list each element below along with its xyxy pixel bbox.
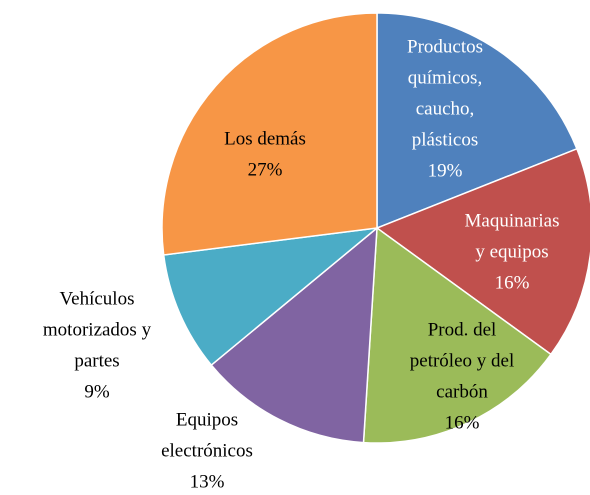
slice-label: motorizados y (43, 319, 152, 340)
pie-slice (375, 147, 590, 356)
slice-label: Productos (407, 36, 483, 57)
slice-value-label: 13% (190, 471, 225, 492)
slice-value-label: 9% (84, 381, 110, 402)
slice-label: carbón (436, 381, 488, 402)
slice-label: y equipos (475, 241, 548, 262)
pie-slice (210, 226, 378, 444)
pie-slice (362, 226, 552, 444)
slice-label: Los demás (224, 128, 306, 149)
slice-label: petróleo y del (410, 350, 514, 371)
slice-label: plásticos (412, 129, 479, 150)
pie-slice (376, 12, 578, 230)
slice-value-label: 19% (428, 160, 463, 181)
slice-label: electrónicos (161, 440, 253, 461)
slice-label: Prod. del (428, 319, 497, 340)
slice-value-label: 16% (445, 412, 480, 433)
pie-slice (161, 12, 378, 256)
slice-label: partes (74, 350, 119, 371)
slice-label: Equipos (176, 409, 238, 430)
slice-value-label: 27% (248, 159, 283, 180)
pie-slice (162, 226, 380, 367)
slice-label: Vehículos (60, 288, 135, 309)
slice-label: caucho, (416, 98, 475, 119)
slice-label: químicos, (408, 67, 482, 88)
slice-label: Maquinarias (465, 210, 560, 231)
slice-value-label: 16% (495, 272, 530, 293)
